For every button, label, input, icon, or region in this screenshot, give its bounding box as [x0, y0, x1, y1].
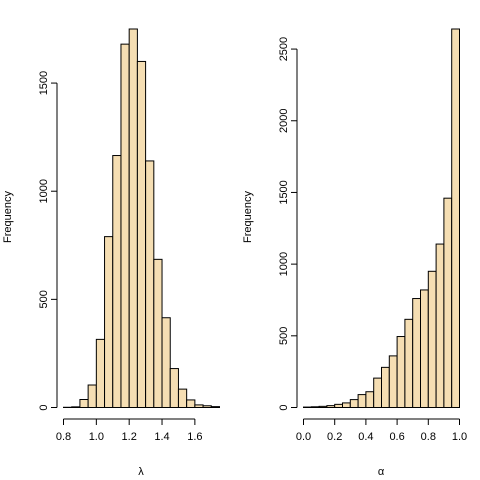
alpha-y-tick-label: 500	[278, 327, 290, 345]
alpha-bar	[349, 399, 359, 408]
alpha-bar	[412, 298, 422, 409]
lambda-bar	[79, 399, 89, 408]
lambda-y-axis: 0 500 1000 1500	[38, 71, 58, 411]
lambda-x-axis-title: λ	[138, 466, 144, 478]
lambda-bar	[136, 60, 147, 408]
alpha-bar	[420, 289, 429, 408]
lambda-x-tick-label: 1.4	[154, 431, 169, 443]
lambda-y-tick-label: 0	[38, 404, 50, 410]
alpha-bar	[318, 405, 328, 409]
lambda-bar	[186, 399, 196, 408]
alpha-bar	[388, 355, 398, 409]
lambda-y-axis-title: Frequency	[2, 191, 14, 243]
alpha-bar	[443, 197, 453, 408]
alpha-x-axis: 0.0 0.2 0.4 0.6 0.8 1.0	[296, 418, 467, 443]
lambda-bar	[95, 338, 106, 408]
lambda-bar	[161, 317, 171, 408]
lambda-bar	[87, 384, 97, 409]
lambda-y-tick-label: 1500	[38, 71, 50, 95]
alpha-bar	[357, 394, 367, 409]
lambda-bar	[210, 406, 220, 409]
lambda-bar	[128, 28, 138, 408]
alpha-y-axis: 0 500 1000 1500 2000 2500	[278, 37, 298, 411]
alpha-x-tick-label: 0.6	[389, 431, 404, 443]
lambda-histogram-panel: 0 500 1000 1500 0.8 1.0 1.2 1.4 1.6 Frequency λ	[2, 28, 220, 478]
alpha-y-tick-label: 1500	[278, 180, 290, 204]
alpha-bar	[435, 243, 445, 408]
alpha-bar	[310, 406, 320, 408]
alpha-y-tick-label: 1000	[278, 252, 290, 276]
lambda-bar	[71, 406, 81, 409]
alpha-bar	[427, 270, 437, 408]
lambda-x-tick-label: 1.2	[122, 431, 137, 443]
alpha-bar	[342, 402, 351, 409]
alpha-x-tick-label: 0.2	[327, 431, 342, 443]
alpha-x-tick-label: 0.0	[296, 431, 311, 443]
alpha-bar	[404, 318, 414, 408]
lambda-bar	[194, 404, 204, 408]
lambda-bar	[120, 43, 130, 408]
alpha-x-axis-title: α	[378, 466, 385, 478]
lambda-bar	[202, 405, 212, 408]
alpha-bar	[451, 28, 461, 408]
lambda-bar	[145, 160, 155, 408]
lambda-y-tick-label: 500	[38, 290, 50, 308]
alpha-y-tick-label: 2500	[278, 37, 290, 61]
lambda-x-axis: 0.8 1.0 1.2 1.4 1.6	[56, 418, 203, 443]
alpha-bar	[365, 391, 375, 409]
alpha-y-tick-label: 2000	[278, 109, 290, 133]
lambda-x-tick-label: 0.8	[56, 431, 71, 443]
alpha-bar	[396, 336, 406, 408]
alpha-x-tick-label: 1.0	[452, 431, 467, 443]
alpha-y-axis-title: Frequency	[242, 191, 254, 243]
lambda-bar	[177, 388, 188, 408]
alpha-x-tick-label: 0.8	[421, 431, 436, 443]
lambda-bar	[104, 236, 114, 408]
alpha-bar	[373, 377, 383, 408]
lambda-bars	[63, 28, 220, 409]
lambda-x-tick-label: 1.6	[187, 431, 202, 443]
alpha-bar	[381, 366, 390, 408]
alpha-bar	[334, 403, 344, 409]
alpha-bars	[303, 28, 461, 409]
lambda-bar	[169, 368, 179, 409]
lambda-bar	[153, 258, 163, 408]
lambda-x-tick-label: 1.0	[89, 431, 104, 443]
alpha-y-tick-label: 0	[278, 404, 290, 410]
lambda-bar	[112, 155, 122, 408]
lambda-y-tick-label: 1000	[38, 179, 50, 203]
alpha-x-tick-label: 0.4	[358, 431, 373, 443]
alpha-bar	[326, 405, 336, 409]
